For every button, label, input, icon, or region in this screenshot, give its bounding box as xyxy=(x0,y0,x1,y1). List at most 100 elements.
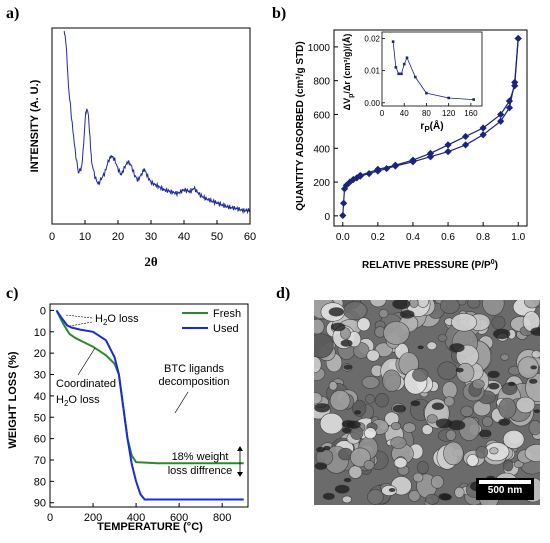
sem-grain xyxy=(466,454,479,467)
sem-image: 500 nm xyxy=(314,300,540,505)
sem-pore xyxy=(322,492,335,500)
sem-grain xyxy=(437,334,448,342)
isotherm-marker xyxy=(365,170,373,178)
sem-grain xyxy=(531,350,540,359)
sem-pore xyxy=(455,367,464,373)
inset-x-tick-label: 160 xyxy=(464,109,478,118)
sem-grain xyxy=(319,412,344,435)
isotherm-x-label-sup: 0 xyxy=(491,259,495,266)
sem-pore xyxy=(498,418,511,426)
isotherm-marker xyxy=(511,82,519,90)
tga-y-tick-label: 30 xyxy=(34,370,46,382)
inset-y-tick-label: 0.00 xyxy=(364,99,380,108)
legend-used-label: Used xyxy=(213,323,239,335)
sem-grain xyxy=(491,315,506,330)
sem-grain xyxy=(503,459,514,472)
sem-grain xyxy=(365,394,375,405)
inset-y-label-dv: ΔV xyxy=(342,98,352,110)
isotherm-marker xyxy=(505,104,514,112)
sem-grain xyxy=(390,436,407,449)
panel-label-b: b) xyxy=(272,5,286,22)
isotherm-marker xyxy=(383,164,391,173)
sem-grain xyxy=(489,447,499,455)
inset-x-label-r: r xyxy=(420,121,424,132)
tga-x-axis-label: TEMPERATURE (°C) xyxy=(97,521,203,533)
sem-grain xyxy=(341,495,352,504)
btc-arrow xyxy=(174,391,189,414)
sem-grain xyxy=(363,460,375,471)
inset-y-tick-label: 0.01 xyxy=(364,67,380,76)
annotation-diff-1: 18% weight xyxy=(172,451,229,463)
sem-pore xyxy=(400,310,415,319)
sem-pore xyxy=(530,365,537,370)
sem-pore xyxy=(314,462,328,470)
xrd-x-tick-label: 40 xyxy=(178,231,190,243)
tga-chart: 0 200 400 600 800 0 10 20 30 40 50 60 70 80 90 WEIGHT … xyxy=(7,303,249,533)
pore-size-inset: 0 40 80 120 160 0.00 0.01 0.02 rP(Å) ΔVp/Δr (cm… xyxy=(342,31,483,134)
sem-grain xyxy=(444,396,455,407)
xrd-x-tick-label: 20 xyxy=(112,231,124,243)
sem-grain xyxy=(383,321,410,345)
sem-grain xyxy=(412,368,429,382)
sem-pore xyxy=(334,484,350,494)
isotherm-marker xyxy=(391,161,400,169)
tga-y-tick-label: 50 xyxy=(34,412,46,424)
sem-grain xyxy=(498,397,517,419)
sem-pore xyxy=(529,378,538,384)
inset-x-tick-label: 0 xyxy=(380,109,385,118)
isotherm-x-tick-label: 0.4 xyxy=(406,232,420,243)
sem-grain xyxy=(402,422,416,433)
isotherm-y-axis-label: QUANTITY ADSORBED (cm³/g STD) xyxy=(295,41,306,210)
inset-y-label-sub: p xyxy=(348,94,355,98)
sem-grain xyxy=(515,396,536,414)
isotherm-marker xyxy=(340,199,348,207)
sem-grain xyxy=(367,489,384,505)
isotherm-frame xyxy=(333,29,528,227)
sem-grain xyxy=(482,300,505,316)
isotherm-x-axis-label: RELATIVE PRESSURE (P/P0) xyxy=(362,259,498,271)
h2o-rest: O loss xyxy=(107,313,139,325)
xrd-frame xyxy=(51,27,251,225)
sem-pore xyxy=(328,307,345,317)
sem-grain xyxy=(456,362,475,383)
inset-marker xyxy=(447,96,450,100)
inset-x-axis-label: rP(Å) xyxy=(420,119,443,134)
pore-size-line xyxy=(392,41,474,100)
inset-y-tick-label: 0.02 xyxy=(364,34,380,43)
sem-pore xyxy=(340,339,353,347)
isotherm-x-tick-label: 0.2 xyxy=(371,232,385,243)
sem-grain xyxy=(443,441,464,466)
sem-grain xyxy=(328,381,338,391)
inset-marker xyxy=(400,72,403,76)
sem-grain xyxy=(500,353,510,361)
inset-y-axis-label: ΔVp/Δr (cm³/g)/(Å) xyxy=(342,34,355,111)
xrd-x-tick-label: 0 xyxy=(49,231,55,243)
isotherm-marker xyxy=(409,156,417,164)
sem-pore xyxy=(488,382,500,390)
sem-pore xyxy=(346,420,361,429)
tga-x-tick-label: 400 xyxy=(127,512,145,524)
tga-frame xyxy=(49,303,249,508)
xrd-x-tick-label: 10 xyxy=(79,231,91,243)
sem-grain xyxy=(408,489,421,502)
sem-grain xyxy=(375,392,389,408)
annotation-coordinated: Coordinated xyxy=(56,378,116,390)
sem-grain xyxy=(314,392,323,405)
isotherm-y-tick-label: 800 xyxy=(313,77,330,88)
sem-pore xyxy=(392,300,411,310)
coord-sub: 2 xyxy=(64,399,69,408)
isotherm-marker xyxy=(461,141,470,149)
sem-grain xyxy=(369,300,387,308)
isotherm-marker xyxy=(349,175,357,184)
tga-y-tick-label: 0 xyxy=(40,305,46,317)
isotherm-x-label-main: RELATIVE PRESSURE (P/P xyxy=(362,260,491,271)
annotation-h2o-loss: H2O loss xyxy=(95,313,139,327)
tga-used-line xyxy=(55,309,244,501)
sem-grain xyxy=(421,424,433,436)
h2o-sub: 2 xyxy=(103,318,108,327)
inset-marker xyxy=(472,98,475,101)
sem-grain xyxy=(363,427,377,440)
isotherm-marker xyxy=(444,148,452,156)
isotherm-x-tick-label: 0.6 xyxy=(441,232,455,243)
coord-arrow xyxy=(77,347,96,376)
